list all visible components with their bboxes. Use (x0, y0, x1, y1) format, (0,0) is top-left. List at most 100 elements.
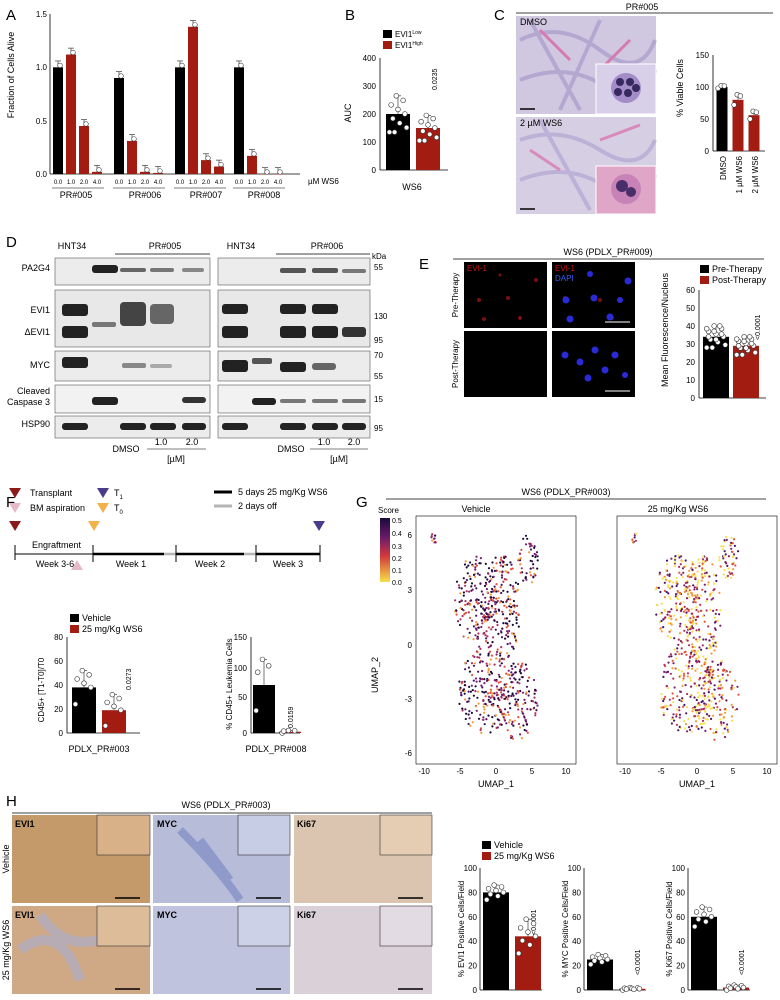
umap-point (688, 589, 691, 592)
umap-point (501, 627, 504, 630)
umap-point (732, 555, 735, 558)
umap-point (700, 572, 704, 576)
umap-point (698, 703, 701, 707)
umap-point (533, 546, 536, 550)
data-point (425, 122, 431, 128)
umap-point (477, 717, 481, 720)
umap-point (481, 678, 484, 681)
umap-point (510, 671, 513, 674)
d-lane: 2.0 (186, 437, 199, 447)
umap-point (705, 647, 708, 650)
umap-point (734, 679, 737, 682)
h-title: WS6 (PDLX_PR#003) (181, 800, 270, 810)
umap-point (709, 707, 712, 710)
umap-point (467, 611, 470, 614)
umap-point (529, 708, 532, 711)
umap-point (682, 571, 685, 574)
umap-point (455, 613, 458, 616)
umap-point (500, 687, 503, 690)
bar (72, 687, 96, 733)
umap-point (499, 630, 503, 633)
umap-point (470, 582, 474, 585)
umap-point (692, 616, 695, 619)
bar (247, 155, 257, 174)
umap-point (489, 691, 492, 695)
umap-point (667, 661, 670, 664)
umap-point (662, 706, 665, 709)
umap-point (488, 600, 491, 603)
umap-point (706, 668, 709, 671)
umap-point (702, 708, 705, 711)
umap-point (702, 615, 705, 618)
h-row-label: Vehicle (1, 844, 11, 873)
data-point (386, 129, 393, 135)
umap-point (495, 680, 498, 683)
umap-point (465, 712, 468, 715)
umap-point (511, 585, 515, 588)
umap-point (701, 644, 704, 647)
umap-point (492, 566, 495, 569)
umap-point (682, 705, 685, 708)
umap-point (726, 723, 729, 726)
panel-e: E WS6 (PDLX_PR#009) EVI-1 EVI-1 DAPI Pre… (419, 247, 767, 403)
umap-point (675, 593, 678, 596)
umap-point (501, 565, 505, 568)
umap-point (695, 711, 698, 714)
umap-point (481, 669, 484, 673)
umap-point (703, 663, 706, 666)
umap-point (722, 555, 726, 558)
umap-point (467, 564, 470, 567)
umap-point (500, 646, 503, 649)
umap-point (492, 599, 495, 602)
umap-point (691, 664, 694, 668)
umap-point (673, 637, 676, 640)
umap-point (486, 591, 489, 594)
umap-point (491, 716, 494, 719)
umap-point (496, 620, 499, 624)
umap-point (490, 578, 493, 581)
umap-point (704, 674, 707, 677)
umap-point (515, 640, 518, 643)
data-point (731, 102, 737, 108)
umap-point (483, 723, 486, 726)
data-point (403, 124, 410, 131)
umap-point (667, 687, 670, 690)
umap-point (510, 645, 514, 648)
umap-point (695, 698, 698, 702)
umap-point (524, 543, 528, 546)
c-xtick: 1 µM WS6 (735, 155, 744, 193)
dose-tick: 0.0 (235, 180, 244, 186)
umap-point (730, 541, 733, 544)
umap-point (691, 646, 694, 649)
umap-point (655, 613, 658, 616)
umap-point (674, 555, 677, 558)
umap-point (704, 670, 707, 673)
umap-point (684, 588, 687, 591)
bar (214, 166, 224, 174)
umap-point (693, 653, 696, 656)
dose-tick: 1.0 (189, 180, 198, 186)
umap-point (713, 649, 716, 652)
t0-marker-icon (88, 521, 100, 531)
umap-point (666, 573, 669, 577)
data-point (722, 342, 728, 348)
d-lane: DMSO (278, 444, 305, 454)
umap-point (686, 635, 689, 638)
panel-letter-a: A (6, 7, 16, 24)
umap-point (713, 621, 717, 624)
umap-point (709, 727, 712, 731)
umap-point (661, 577, 664, 580)
umap-point (696, 649, 700, 652)
umap-point (493, 585, 496, 588)
umap-point (708, 699, 711, 702)
data-point (79, 667, 85, 674)
umap-point (475, 609, 478, 612)
f-left-ytick: 60 (54, 657, 63, 666)
umap-point (724, 711, 727, 714)
umap-point (461, 707, 464, 710)
umap-point (510, 734, 513, 738)
umap-point (480, 684, 483, 687)
umap-point (685, 614, 688, 617)
panel-letter-g: G (356, 494, 368, 511)
umap-point (670, 618, 673, 621)
